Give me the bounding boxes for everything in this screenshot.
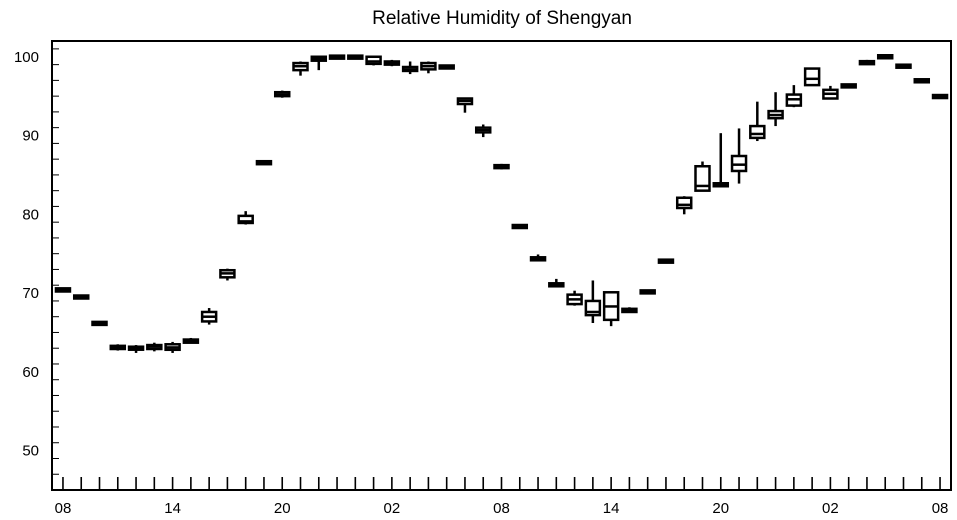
- box-17: [365, 55, 382, 66]
- box-body: [675, 196, 693, 210]
- box-30: [602, 291, 620, 327]
- box-35: [694, 161, 711, 192]
- box-29: [584, 280, 602, 324]
- x-tick-label: 02: [822, 500, 839, 517]
- box-9: [219, 268, 236, 281]
- box-26: [529, 254, 547, 262]
- chart-title: Relative Humidity of Shengyan: [372, 8, 632, 29]
- box-12: [273, 90, 291, 98]
- x-tick-label: 08: [55, 500, 72, 517]
- box-32: [639, 289, 656, 295]
- box-18: [383, 59, 401, 67]
- box-body: [694, 164, 711, 192]
- box-13: [292, 61, 309, 76]
- box-39: [767, 92, 784, 127]
- box-45: [876, 54, 894, 60]
- box-body: [749, 124, 766, 140]
- box-body: [237, 214, 254, 225]
- y-tick-label: 50: [22, 443, 39, 460]
- box-body: [803, 67, 821, 87]
- x-tick-label: 02: [384, 500, 401, 517]
- box-47: [913, 78, 931, 84]
- box-43: [840, 83, 857, 89]
- box-42: [822, 85, 839, 100]
- box-27: [548, 278, 565, 288]
- box-33: [657, 258, 675, 264]
- box-10: [237, 211, 254, 225]
- box-11: [255, 159, 273, 166]
- box-21: [438, 64, 455, 70]
- x-tick-label: 20: [712, 500, 729, 517]
- box-34: [675, 196, 693, 215]
- box-19: [401, 61, 419, 75]
- box-31: [621, 307, 638, 314]
- box-1: [72, 294, 90, 300]
- y-tick-label: 60: [22, 364, 39, 381]
- y-axis: 50 60 70 80 90 100: [14, 48, 59, 491]
- y-tick-label: 80: [22, 206, 39, 223]
- box-16: [347, 54, 364, 60]
- box-36: [712, 133, 730, 188]
- box-4: [127, 345, 145, 353]
- plot-frame: [51, 40, 952, 491]
- box-28: [566, 290, 583, 306]
- box-8: [200, 308, 218, 325]
- box-14: [310, 55, 328, 71]
- y-tick-label: 90: [22, 128, 39, 145]
- box-series: [54, 54, 949, 353]
- box-7: [182, 337, 200, 344]
- box-6: [164, 341, 181, 353]
- y-tick-label: 100: [14, 49, 39, 66]
- box-38: [749, 101, 766, 142]
- box-2: [91, 320, 108, 327]
- x-tick-label: 14: [164, 500, 181, 517]
- x-axis: 08 14 20 02 08 14 20 02 08: [55, 477, 949, 517]
- box-46: [895, 63, 912, 69]
- box-44: [858, 59, 876, 66]
- box-20: [420, 61, 437, 74]
- box-15: [328, 54, 346, 60]
- box-41: [803, 67, 821, 87]
- box-25: [511, 223, 529, 230]
- x-tick-label: 08: [932, 500, 949, 517]
- x-tick-label: 08: [493, 500, 510, 517]
- box-23: [474, 124, 492, 138]
- box-40: [785, 85, 803, 108]
- x-tick-label: 14: [603, 500, 620, 517]
- box-5: [146, 342, 163, 352]
- box-22: [456, 97, 474, 113]
- box-3: [109, 344, 127, 351]
- x-tick-label: 20: [274, 500, 291, 517]
- box-0: [54, 287, 72, 293]
- box-48: [931, 93, 949, 100]
- box-37: [730, 128, 748, 184]
- y-tick-label: 70: [22, 285, 39, 302]
- box-24: [493, 163, 510, 170]
